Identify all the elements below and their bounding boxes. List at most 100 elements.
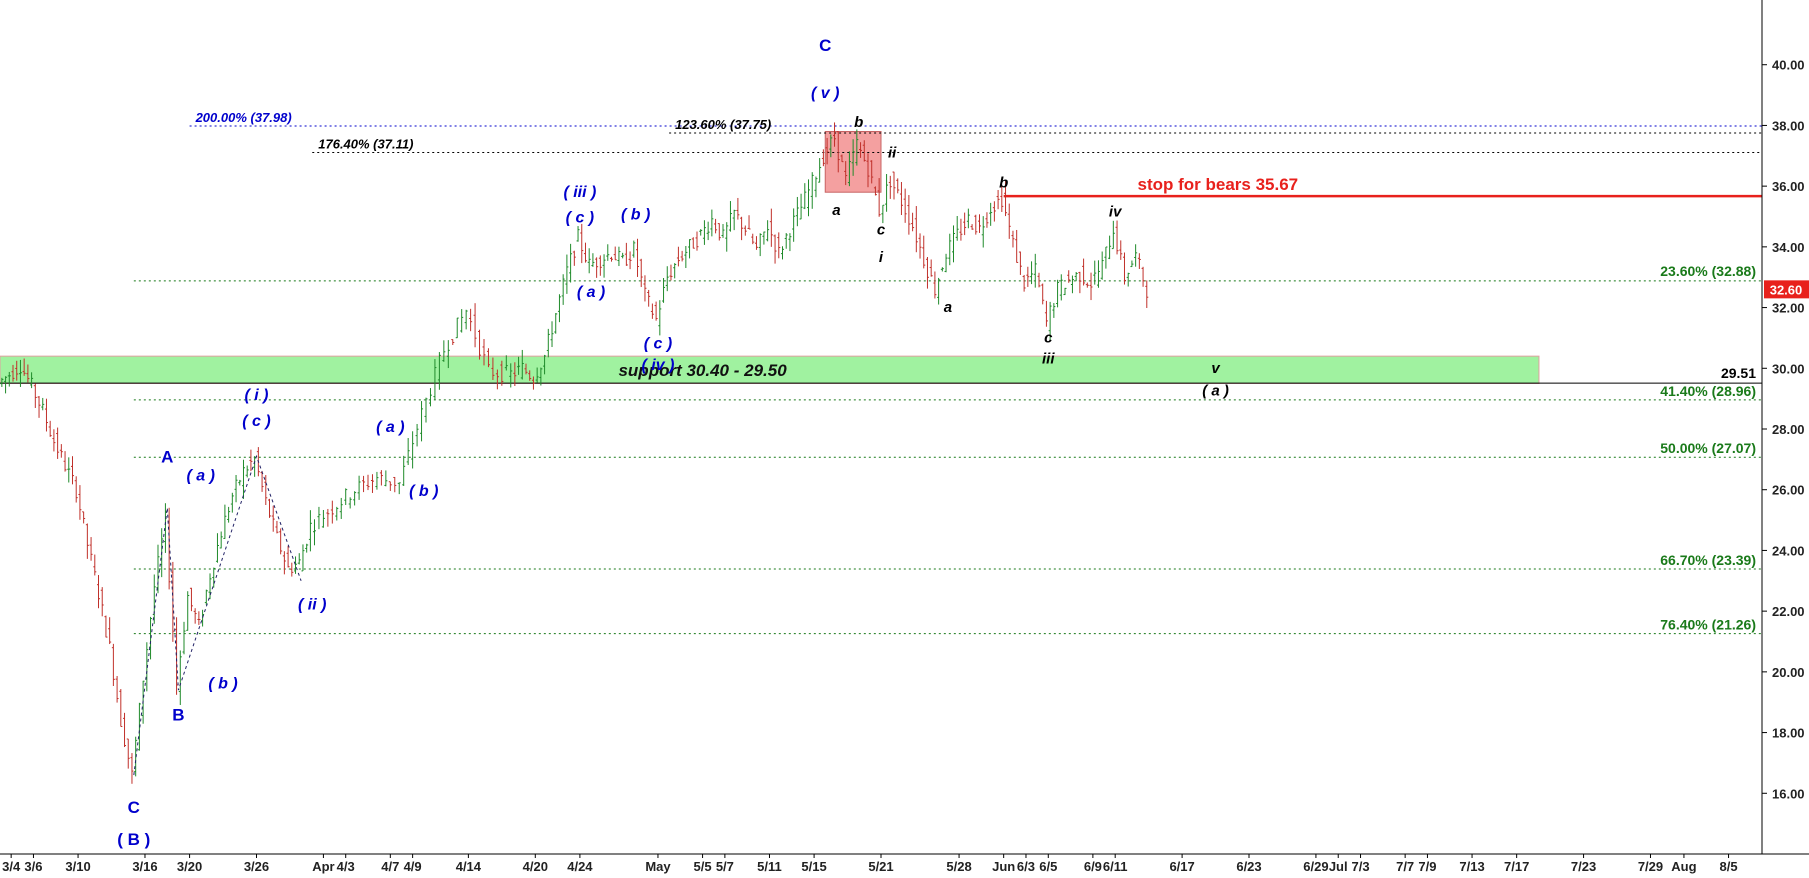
x-tick-label: 6/29 [1303,859,1328,874]
wave-label: a [832,202,840,219]
wave-label: ( a ) [187,468,215,485]
wave-label: C [819,36,831,55]
level-label: 23.60% (32.88) [1660,263,1756,279]
x-tick-label: 3/6 [24,859,42,874]
wave-label: ( iv ) [642,357,675,374]
wave-label: c [877,222,886,239]
x-tick-label: 3/20 [177,859,202,874]
x-tick-label: 3/26 [244,859,269,874]
y-tick-label: 26.00 [1772,483,1805,498]
wave-label: ( ii ) [298,597,326,614]
x-tick-label: 7/23 [1571,859,1596,874]
x-tick-label: 7/17 [1504,859,1529,874]
y-tick-label: 34.00 [1772,240,1805,255]
level-label: 123.60% (37.75) [675,117,771,132]
x-tick-label: 7/13 [1459,859,1484,874]
x-tick-label: 5/5 [694,859,712,874]
x-tick-label: 6/23 [1236,859,1261,874]
x-tick-label: 3/10 [65,859,90,874]
wave-label: b [999,175,1008,192]
wave-label: ( b ) [409,483,438,500]
level-label: 29.51 [1721,365,1756,381]
level-label: 50.00% (27.07) [1660,440,1756,456]
y-tick-label: 20.00 [1772,665,1805,680]
x-tick-label: 6/3 [1017,859,1035,874]
y-tick-label: 38.00 [1772,118,1805,133]
x-tick-label: Aug [1671,859,1696,874]
wave-label: c [1044,329,1053,346]
wave-label: C [128,798,140,817]
wave-label: ( a ) [376,419,404,436]
x-tick-label: 8/5 [1720,859,1738,874]
zones-layer: support 30.40 - 29.50 [0,131,1540,384]
x-tick-label: 6/9 [1084,859,1102,874]
last-price-tag [1764,280,1809,299]
level-label: 176.40% (37.11) [318,136,413,151]
x-tick-label: 7/7 [1396,859,1414,874]
y-tick-label: 28.00 [1772,422,1805,437]
wave-label: ( c ) [566,210,594,227]
x-tick-label: 6/11 [1103,859,1128,874]
wave-label: A [161,447,173,466]
wave-label: ( c ) [242,413,270,430]
y-tick-label: 24.00 [1772,543,1805,558]
x-tick-label: 4/20 [523,859,548,874]
wave-label: ( a ) [577,284,605,301]
wave-label: ( B ) [117,830,150,849]
wave-label: a [944,299,952,316]
wave-label: v [1211,360,1221,377]
x-tick-label: 4/9 [404,859,422,874]
y-tick-label: 22.00 [1772,604,1805,619]
wave-label: i [879,249,884,266]
wave-label: ( iii ) [563,184,596,201]
wave-label: iv [1109,204,1123,221]
x-tick-label: 4/3 [337,859,355,874]
x-tick-label: Jun [992,859,1015,874]
x-tick-label: 6/17 [1169,859,1194,874]
x-tick-label: 7/9 [1418,859,1436,874]
candles-layer [0,122,1149,784]
x-tick-label: 5/28 [946,859,971,874]
support-zone-label: support 30.40 - 29.50 [618,361,787,380]
x-tick-label: Apr [312,859,334,874]
wave-label: iii [1042,351,1055,368]
x-tick-label: 5/15 [801,859,826,874]
y-tick-label: 40.00 [1772,58,1805,73]
support-zone [0,355,1540,384]
y-tick-label: 30.00 [1772,361,1805,376]
level-label: 200.00% (37.98) [195,110,292,125]
wave-label: ( v ) [811,85,839,102]
y-tick-label: 18.00 [1772,726,1805,741]
wave-label: ( a ) [1202,383,1229,400]
x-tick-label: 4/7 [381,859,399,874]
x-tick-label: 5/7 [716,859,734,874]
x-tick-label: 5/21 [868,859,893,874]
x-tick-label: 7/29 [1638,859,1663,874]
y-tick-label: 36.00 [1772,179,1805,194]
wave-lines-layer [133,454,302,776]
x-tick-label: 4/24 [567,859,593,874]
wave-line [133,454,302,776]
wave-label: ( c ) [644,336,672,353]
x-tick-label: 4/14 [456,859,482,874]
last-price-label: 32.60 [1770,282,1803,297]
x-tick-label: 7/3 [1351,859,1369,874]
wave-label: ii [888,144,897,161]
level-label: stop for bears 35.67 [1137,175,1298,194]
level-label: 66.70% (23.39) [1660,552,1756,568]
level-label: 41.40% (28.96) [1660,383,1756,399]
y-tick-label: 16.00 [1772,786,1805,801]
wave-label: ( b ) [208,676,237,693]
x-tick-label: May [645,859,671,874]
y-tick-label: 32.00 [1772,301,1805,316]
x-tick-label: 6/5 [1039,859,1057,874]
x-tick-label: Jul [1329,859,1348,874]
wave-label: ( b ) [621,207,650,224]
wave-label: ( i ) [244,387,268,404]
wave-label: b [854,114,863,131]
x-tick-label: 3/16 [132,859,157,874]
level-label: 76.40% (21.26) [1660,617,1756,633]
